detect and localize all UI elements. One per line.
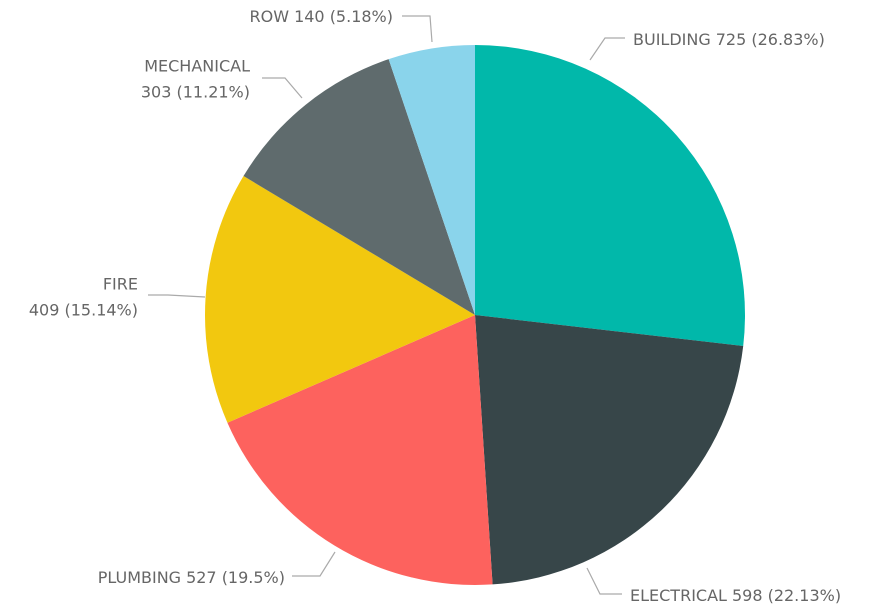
slice-category: FIRE bbox=[103, 275, 138, 294]
slice-category: PLUMBING bbox=[98, 568, 181, 587]
pie-slice bbox=[227, 315, 493, 585]
slice-value-label: 409 (15.14%) bbox=[29, 301, 138, 320]
slice-value-label: 303 (11.21%) bbox=[141, 83, 250, 102]
slice-value-label: 140 (5.18%) bbox=[294, 7, 393, 26]
leader-line bbox=[589, 37, 625, 61]
pie-slice bbox=[475, 315, 744, 585]
leader-line bbox=[292, 551, 336, 577]
leader-line bbox=[148, 294, 206, 298]
slice-value-label: 527 (19.5%) bbox=[186, 568, 285, 587]
slice-label: ROW 140 (5.18%) bbox=[250, 7, 393, 26]
slice-category: MECHANICAL bbox=[144, 57, 250, 76]
slice-value-label: 598 (22.13%) bbox=[732, 586, 841, 605]
slice-category: ROW bbox=[250, 7, 290, 26]
slice-label: ELECTRICAL 598 (22.13%) bbox=[630, 586, 841, 605]
pie-slice bbox=[204, 176, 475, 423]
pie-slice bbox=[243, 59, 475, 316]
leader-line bbox=[262, 77, 303, 99]
slice-category: ELECTRICAL bbox=[630, 586, 727, 605]
leader-line bbox=[402, 15, 433, 43]
leader-line bbox=[586, 567, 622, 595]
slice-label: PLUMBING 527 (19.5%) bbox=[98, 568, 285, 587]
pie-slice bbox=[475, 45, 745, 347]
pie-slice bbox=[388, 45, 475, 315]
slice-label: BUILDING 725 (26.83%) bbox=[633, 30, 825, 49]
slice-category: BUILDING bbox=[633, 30, 711, 49]
slice-value-label: 725 (26.83%) bbox=[716, 30, 825, 49]
